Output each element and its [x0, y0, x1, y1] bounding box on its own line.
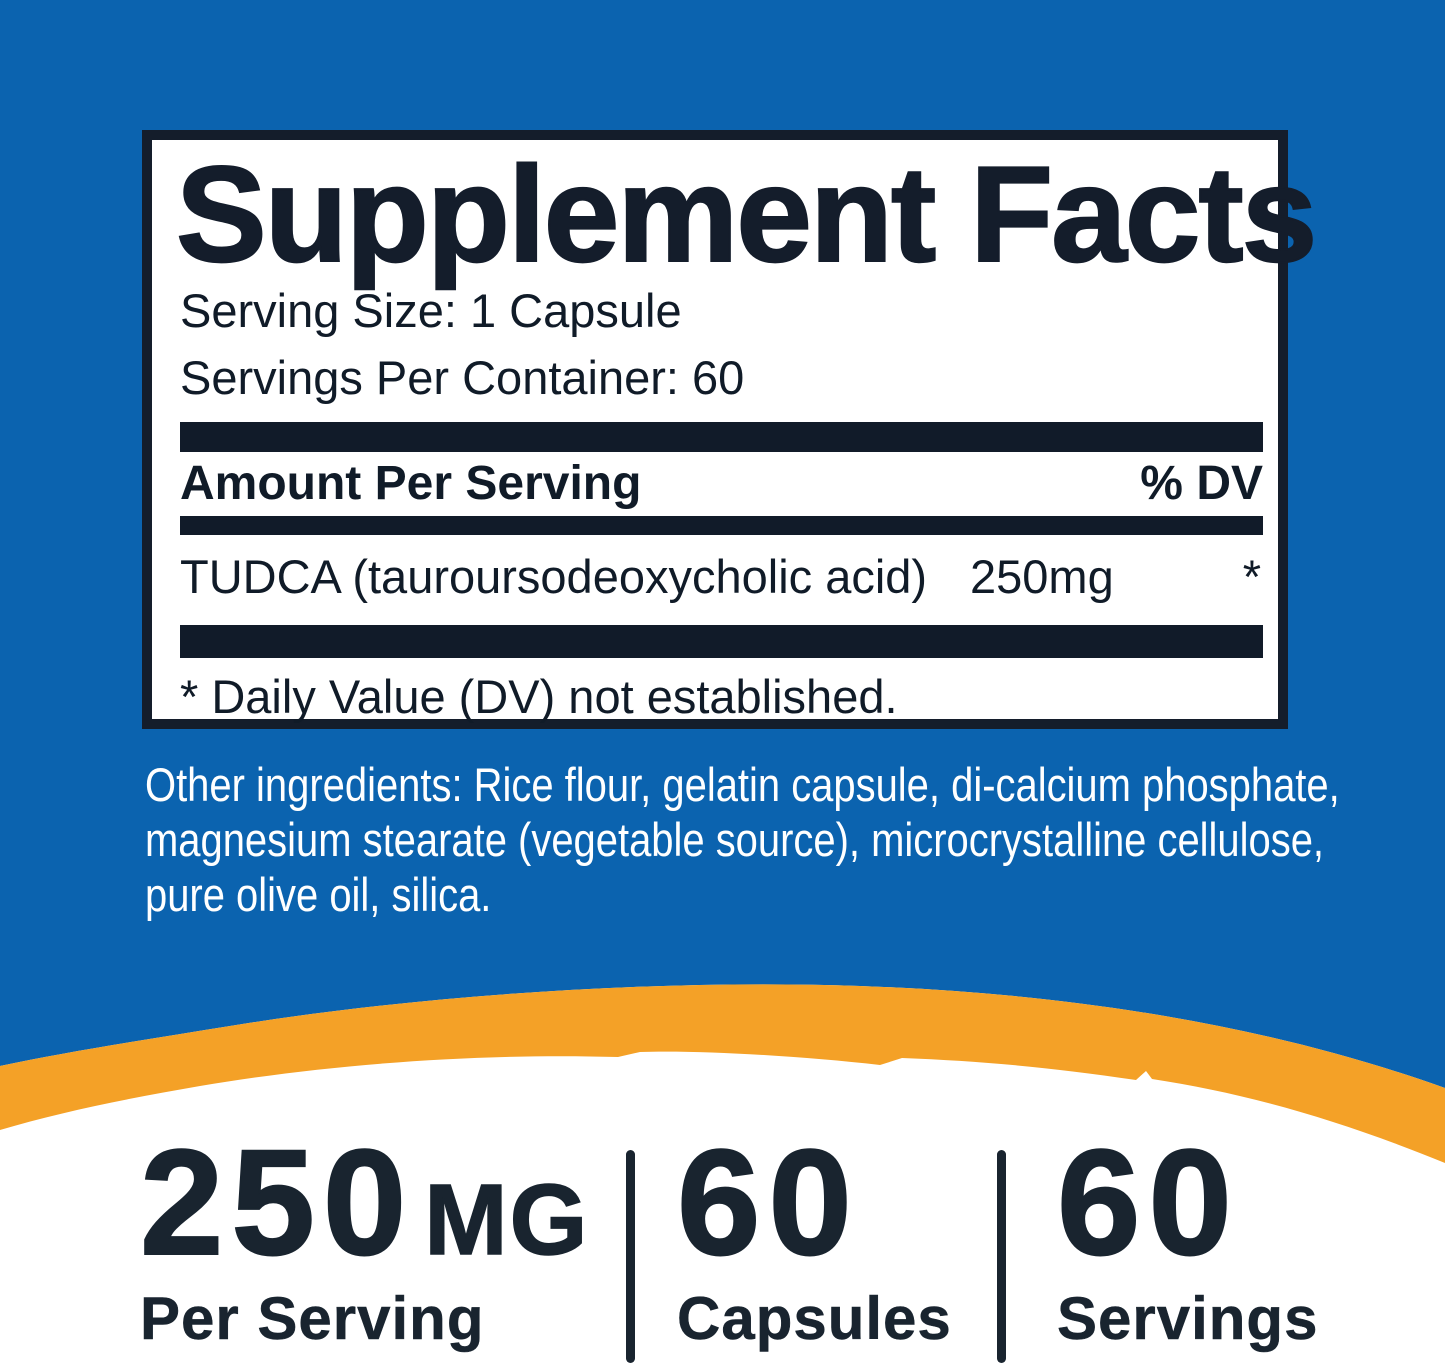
other-ingredients-line-1: Other ingredients: Rice flour, gelatin c…	[145, 758, 1340, 811]
stat-per-serving: 250 MG Per Serving	[139, 1118, 590, 1352]
stat-servings: 60 Servings	[1056, 1118, 1319, 1352]
orange-swoosh-shape	[0, 984, 1445, 1163]
stat-label: Capsules	[677, 1285, 952, 1352]
ingredient-amount: 250mg	[970, 550, 1114, 603]
stat-value-row: 250 MG	[139, 1118, 590, 1286]
thick-divider-bar-bottom	[180, 625, 1263, 658]
other-ingredients-line-2: magnesium stearate (vegetable source), m…	[145, 813, 1325, 866]
ingredient-name: TUDCA (tauroursodeoxycholic acid)	[180, 550, 928, 603]
other-ingredients: Other ingredients: Rice flour, gelatin c…	[145, 757, 1445, 922]
stat-value-row: 60	[1056, 1118, 1318, 1286]
stat-value-row: 60	[676, 1118, 952, 1286]
servings-per-container-text: Servings Per Container: 60	[180, 351, 745, 404]
stat-unit: MG	[424, 1164, 590, 1276]
stat-label: Per Serving	[140, 1285, 485, 1352]
thin-divider-bar	[180, 516, 1263, 535]
stat-divider-2	[997, 1150, 1006, 1363]
dv-footnote: * Daily Value (DV) not established.	[180, 670, 898, 723]
amount-header-row: Amount Per Serving % DV	[180, 456, 1263, 512]
stat-value: 60	[676, 1118, 860, 1286]
stat-value: 60	[1056, 1118, 1240, 1286]
stat-label: Servings	[1057, 1285, 1319, 1352]
supplement-facts-panel: Supplement Facts Serving Size: 1 Capsule…	[142, 130, 1318, 729]
stat-divider-1	[626, 1150, 635, 1363]
serving-size-text: Serving Size: 1 Capsule	[180, 284, 682, 337]
ingredient-dv-asterisk: *	[1242, 550, 1261, 603]
stat-capsules: 60 Capsules	[676, 1118, 952, 1352]
thick-divider-bar-top	[180, 422, 1263, 452]
other-ingredients-line-3: pure olive oil, silica.	[145, 868, 492, 921]
panel-title: Supplement Facts	[175, 138, 1318, 290]
stat-value: 250	[139, 1118, 415, 1286]
ingredient-row: TUDCA (tauroursodeoxycholic acid) 250mg …	[180, 545, 1263, 609]
percent-dv-header: % DV	[1140, 457, 1263, 510]
amount-per-serving-header: Amount Per Serving	[180, 457, 642, 510]
